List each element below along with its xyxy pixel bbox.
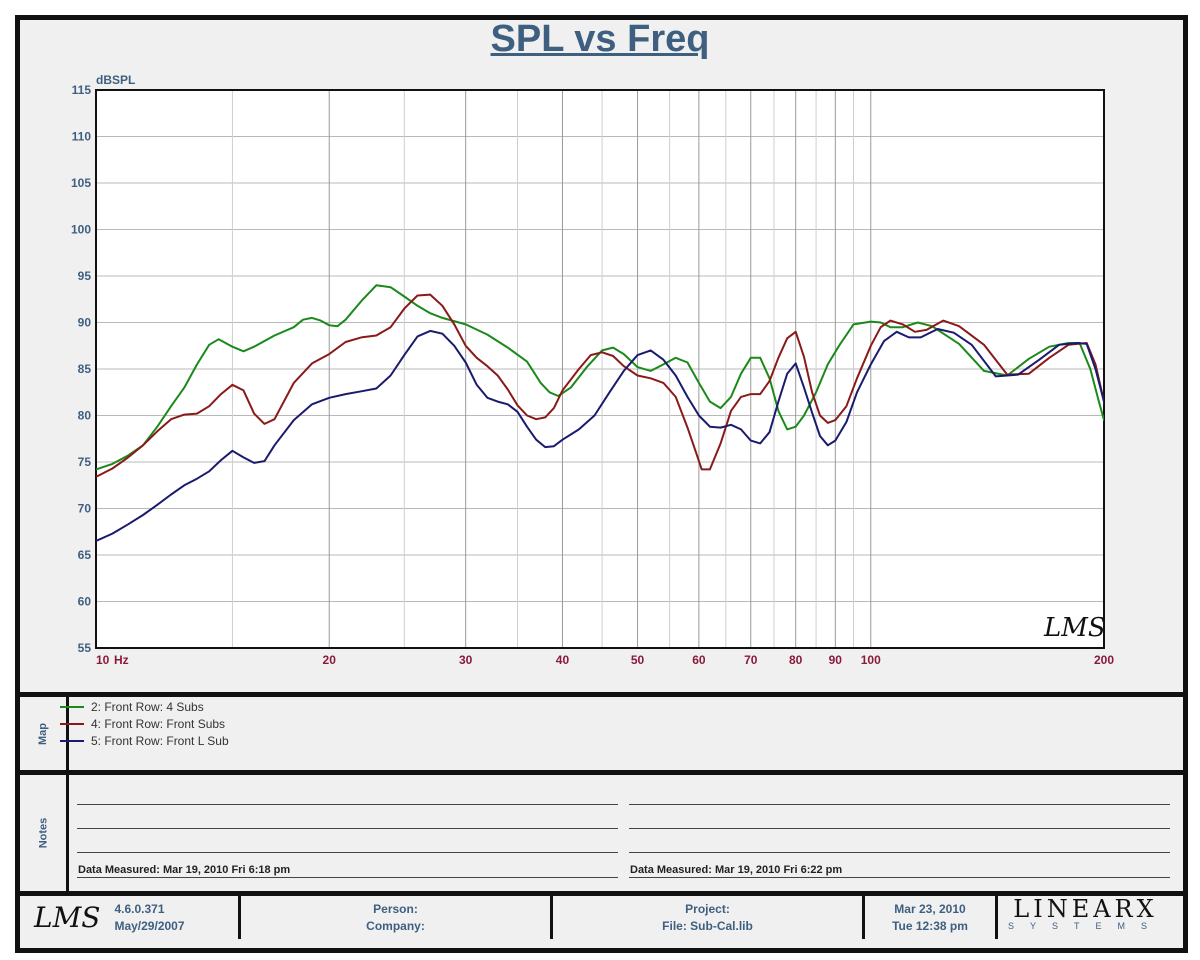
separator-map	[20, 692, 1183, 697]
note-line	[77, 852, 618, 853]
version-block: 4.6.0.371 May/29/2007	[114, 901, 184, 935]
note-line	[77, 804, 618, 805]
map-label-text: Map	[37, 722, 49, 745]
y-tick-label: 115	[72, 83, 92, 97]
plot-border	[95, 89, 1105, 649]
note-line	[629, 828, 1170, 829]
legend: 2: Front Row: 4 Subs 4: Front Row: Front…	[60, 698, 229, 749]
x-tick-label: 100	[861, 653, 881, 667]
footer-version-cell: LMS 4.6.0.371 May/29/2007	[20, 896, 241, 939]
y-tick-label: 75	[78, 455, 92, 469]
footer-person-cell: Person: Company:	[241, 896, 553, 939]
note-left-measured: Data Measured: Mar 19, 2010 Fri 6:18 pm	[78, 864, 291, 876]
x-unit-label: Hz	[114, 653, 129, 667]
legend-swatch	[60, 739, 84, 742]
x-tick-label: 30	[459, 653, 473, 667]
x-tick-label: 80	[789, 653, 803, 667]
legend-item: 4: Front Row: Front Subs	[60, 715, 229, 732]
legend-swatch	[60, 705, 84, 708]
x-tick-label: 60	[692, 653, 706, 667]
separator-footer	[20, 891, 1183, 896]
y-tick-label: 80	[78, 409, 92, 423]
x-tick-label: 70	[744, 653, 758, 667]
y-tick-label: 95	[78, 269, 92, 283]
series-line-1	[96, 284, 1104, 471]
series-line-3	[96, 328, 1104, 542]
brand-sub: SYSTEMS	[1007, 920, 1163, 931]
footer-brand-cell: LINEARX SYSTEMS	[998, 896, 1173, 939]
footer-project-cell: Project: File: Sub-Cal.lib	[553, 896, 865, 939]
x-tick-label: 20	[323, 653, 337, 667]
x-tick-label: 40	[556, 653, 570, 667]
x-tick-label: 90	[829, 653, 843, 667]
legend-label: 4: Front Row: Front Subs	[91, 716, 226, 731]
note-line	[629, 877, 1170, 878]
y-tick-label: 70	[78, 502, 92, 516]
y-tick-label: 55	[78, 641, 92, 655]
x-tick-label: 10	[96, 653, 110, 667]
y-tick-label: 85	[78, 362, 92, 376]
person-label: Person:	[373, 901, 418, 916]
note-right-measured: Data Measured: Mar 19, 2010 Fri 6:22 pm	[630, 864, 843, 876]
lms-watermark: LMS	[1043, 613, 1106, 643]
version-date: May/29/2007	[114, 918, 185, 933]
y-tick-label: 110	[72, 130, 92, 144]
legend-item: 5: Front Row: Front L Sub	[60, 732, 229, 749]
y-tick-label: 105	[71, 176, 91, 190]
footer-date: Mar 23, 2010	[894, 901, 966, 916]
lms-logo: LMS	[34, 901, 101, 934]
map-panel-label: Map	[20, 697, 69, 770]
note-line	[77, 877, 618, 878]
legend-label: 2: Front Row: 4 Subs	[91, 699, 204, 714]
project-label: Project:	[685, 901, 730, 916]
y-tick-label: 65	[78, 548, 92, 562]
x-tick-label: 200	[1094, 653, 1114, 667]
series-line-2	[96, 293, 1104, 478]
legend-item: 2: Front Row: 4 Subs	[60, 698, 229, 715]
version-number: 4.6.0.371	[114, 901, 165, 916]
legend-swatch	[60, 722, 84, 725]
separator-notes	[20, 770, 1183, 775]
company-label: Company:	[366, 918, 425, 933]
y-tick-label: 90	[78, 316, 92, 330]
note-line	[77, 828, 618, 829]
note-line	[629, 804, 1170, 805]
chart-title: SPL vs Freq	[490, 18, 710, 60]
footer-date-cell: Mar 23, 2010 Tue 12:38 pm	[865, 896, 998, 939]
brand-logo: LINEARX	[1013, 894, 1158, 923]
y-tick-label: 60	[78, 595, 92, 609]
x-tick-label: 50	[631, 653, 645, 667]
y-tick-label: 100	[71, 223, 91, 237]
notes-panel-label: Notes	[20, 775, 69, 891]
note-line	[629, 852, 1170, 853]
legend-label: 5: Front Row: Front L Sub	[91, 733, 229, 748]
footer-time: Tue 12:38 pm	[892, 918, 968, 933]
file-label: File: Sub-Cal.lib	[662, 918, 753, 933]
y-axis-label: dBSPL	[96, 73, 135, 87]
notes-label-text: Notes	[37, 817, 49, 849]
